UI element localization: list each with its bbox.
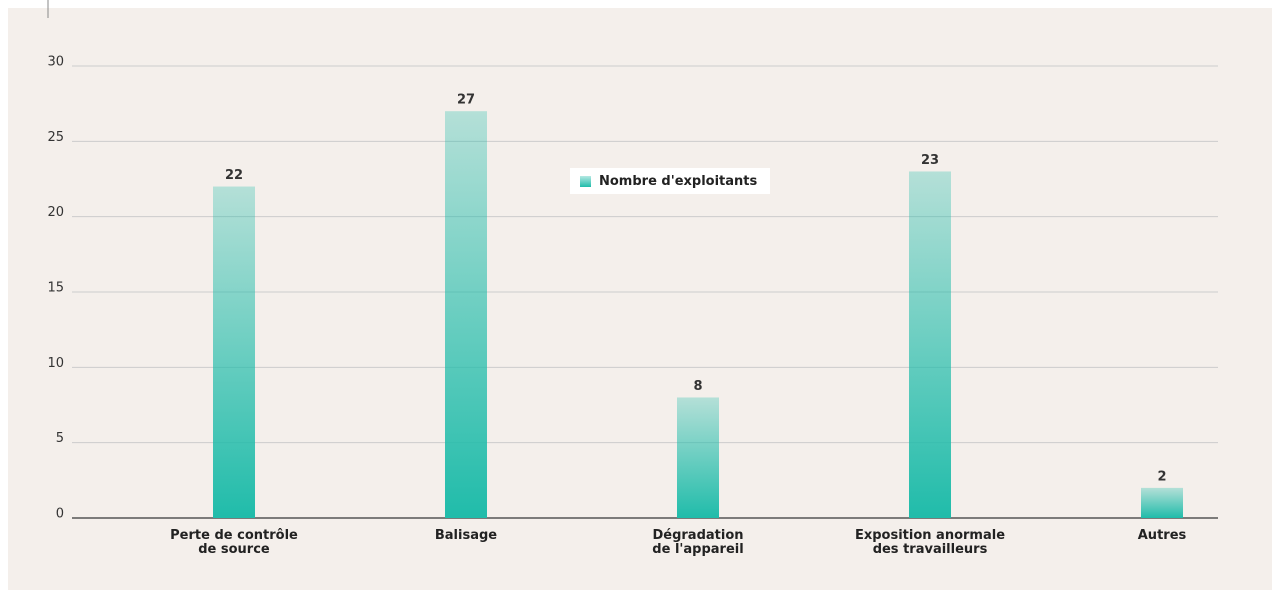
y-tick-label: 25 bbox=[47, 130, 64, 145]
value-label: 8 bbox=[693, 379, 702, 394]
bar bbox=[1141, 487, 1183, 518]
y-tick-label: 20 bbox=[47, 205, 64, 220]
y-tick-label: 15 bbox=[47, 281, 64, 296]
y-tick-label: 30 bbox=[47, 55, 64, 70]
value-label: 23 bbox=[921, 153, 939, 168]
legend: Nombre d'exploitants bbox=[570, 168, 770, 194]
x-tick-label: Autres bbox=[1137, 528, 1187, 543]
legend-label: Nombre d'exploitants bbox=[599, 173, 758, 189]
x-tick-label: Balisage bbox=[434, 528, 498, 543]
value-label: 27 bbox=[457, 93, 475, 108]
x-tick-label: Dégradation de l'appareil bbox=[652, 528, 744, 557]
bar bbox=[677, 397, 719, 518]
bar bbox=[909, 171, 951, 518]
value-label: 22 bbox=[225, 168, 243, 183]
bar bbox=[213, 186, 255, 519]
plot-background bbox=[8, 8, 1272, 590]
x-tick-label: Exposition anormale des travailleurs bbox=[854, 528, 1006, 557]
legend-swatch bbox=[580, 175, 591, 187]
y-tick-label: 10 bbox=[47, 356, 64, 371]
y-tick-label: 0 bbox=[56, 507, 64, 522]
value-label: 2 bbox=[1157, 469, 1166, 484]
x-tick-label: Perte de contrôle de source bbox=[170, 528, 298, 557]
y-tick-label: 5 bbox=[56, 431, 64, 446]
bar bbox=[445, 111, 487, 518]
